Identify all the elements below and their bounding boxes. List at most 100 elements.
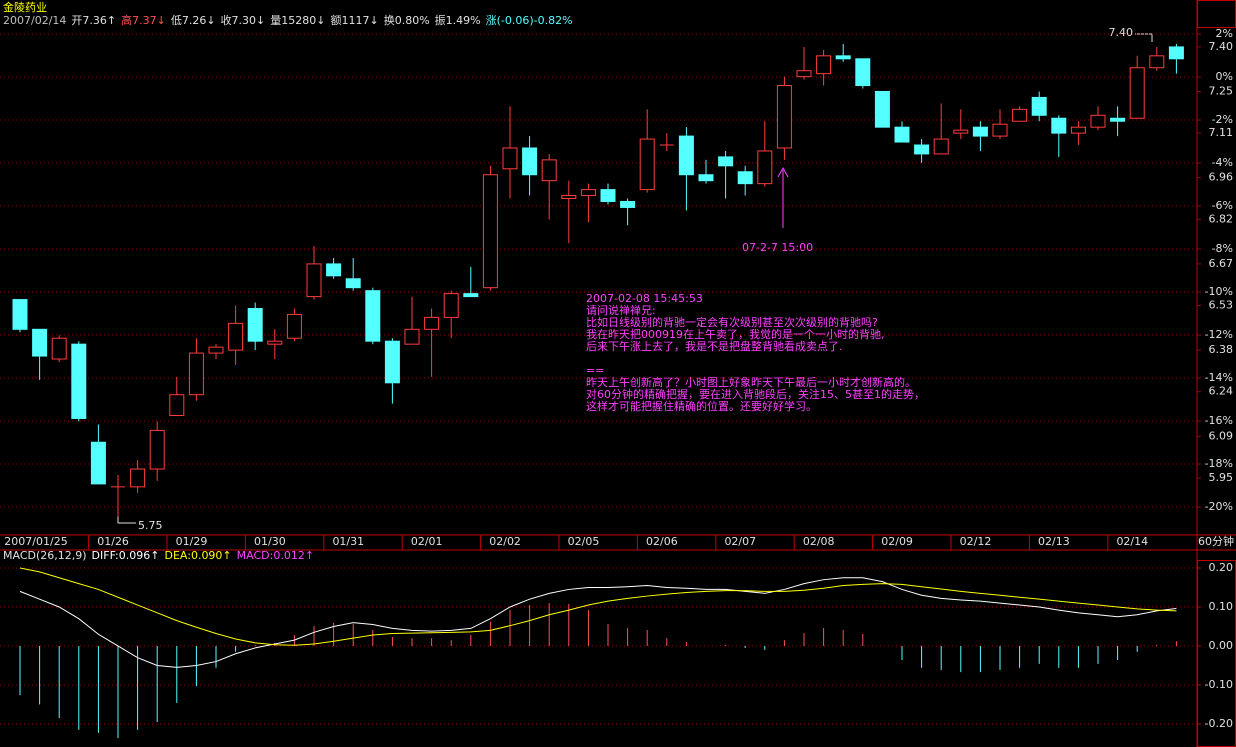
- candle-body: [32, 328, 48, 357]
- y-tick-label: 6.09: [1209, 429, 1234, 442]
- y2-tick-label: -8%: [1212, 242, 1233, 255]
- y2-tick-label: -2%: [1212, 113, 1233, 126]
- quote-item: 低7.26↓: [171, 14, 216, 27]
- candle-body: [71, 343, 87, 419]
- candle-body: [267, 340, 283, 345]
- y-tick-label: 6.38: [1209, 343, 1234, 356]
- period: 60分钟: [1198, 534, 1234, 548]
- low-pointer: [117, 505, 136, 524]
- candle-body: [1149, 55, 1165, 69]
- note-line: 对60分钟的精确把握，要在进入背驰段后，关注15、5甚至1的走势，: [586, 387, 925, 401]
- candle-body: [286, 313, 302, 339]
- indicator-line: [19, 577, 1177, 668]
- quote-item: 换0.80%: [384, 13, 430, 27]
- y2-tick-label: 0%: [1216, 70, 1233, 83]
- candle-body: [796, 70, 812, 78]
- note-line: 请问说禅禅兄:: [586, 303, 656, 317]
- x-tick-label: 02/07: [724, 535, 756, 548]
- candle-body: [894, 126, 910, 143]
- candle-body: [188, 352, 204, 396]
- candle-body: [12, 299, 28, 330]
- x-tick-label: 02/08: [803, 535, 835, 548]
- candle-body: [933, 138, 949, 155]
- candle-body: [404, 328, 420, 345]
- candle-body: [326, 263, 342, 277]
- y2-tick-label: -18%: [1205, 457, 1233, 470]
- y2-tick-label: -20%: [1205, 500, 1233, 513]
- candle-body: [1129, 67, 1145, 119]
- indicator-line: [19, 567, 1177, 646]
- low-label: 5.75: [138, 519, 163, 532]
- candle-body: [502, 147, 518, 170]
- x-tick-label: 01/29: [176, 535, 208, 548]
- y-tick-label: -0.20: [1205, 717, 1233, 730]
- candle-body: [1051, 117, 1067, 134]
- candle-body: [51, 337, 67, 360]
- candle-body: [678, 135, 694, 176]
- x-tick-label: 02/05: [568, 535, 600, 548]
- quote-header: 2007/02/14 开7.36↑ 高7.37↓ 低7.26↓ 收7.30↓ 量15280…: [3, 13, 573, 27]
- note-line: 比如日线级别的背驰一定会有次级别甚至次次级别的背驰吗?: [586, 315, 878, 329]
- candle-body: [639, 138, 655, 191]
- candle-body: [757, 150, 773, 185]
- candle-body: [130, 468, 146, 488]
- y2-tick-label: -16%: [1205, 414, 1233, 427]
- candle-body: [384, 340, 400, 384]
- high-pointer: [1135, 33, 1153, 42]
- candle-body: [1012, 108, 1028, 122]
- y-tick-label: 7.11: [1209, 126, 1234, 139]
- candle-body: [580, 189, 596, 197]
- x-tick-label: 01/30: [254, 535, 286, 548]
- quote-item: 额1117↓: [331, 14, 379, 27]
- note-line: 后来下午涨上去了，我是不是把盘整背驰看成卖点了.: [586, 339, 843, 353]
- candle-body: [208, 346, 224, 354]
- candle-body: [620, 200, 636, 208]
- candle-body: [247, 307, 263, 342]
- note-line: 昨天上午创新高了？小时图上好象昨天下午最后一小时才创新高的。: [586, 375, 916, 389]
- candle-body: [561, 195, 577, 200]
- candle-body: [541, 159, 557, 182]
- axis-frame: [1197, 0, 1236, 28]
- candle-body: [463, 293, 479, 298]
- x-tick-label: 02/12: [960, 535, 992, 548]
- note-line: 这样才可能把握住精确的位置。还要好好学习。: [586, 399, 817, 413]
- candle-body: [482, 174, 498, 289]
- candle-body: [424, 316, 440, 330]
- y-tick-label: 0.10: [1209, 600, 1234, 613]
- candle-body: [522, 147, 538, 176]
- y-tick-label: 6.24: [1209, 385, 1234, 398]
- note-line: 我在昨天把000919在上午卖了，我觉的是一个一小时的背驰,: [586, 327, 885, 341]
- candle-body: [816, 55, 832, 75]
- y2-tick-label: -14%: [1205, 371, 1233, 384]
- quote-item: 涨(-0.06)-0.82%: [486, 14, 573, 27]
- arrow-label: 07-2-7 15:00: [742, 241, 813, 254]
- candle-body: [1031, 96, 1047, 116]
- quote-item: 高7.37↓: [121, 13, 166, 27]
- y-tick-label: 0.20: [1209, 561, 1234, 574]
- quote-item: 收7.30↓: [221, 13, 266, 27]
- candle-body: [835, 55, 851, 60]
- candle-body: [874, 91, 890, 128]
- y-tick-label: 6.96: [1209, 171, 1234, 184]
- candle-body: [443, 293, 459, 318]
- x-tick-label: 02/02: [489, 535, 521, 548]
- candle-body: [228, 322, 244, 351]
- quote-item: 量15280↓: [270, 14, 325, 27]
- candle-body: [90, 441, 106, 485]
- quote-item: 开7.36↑: [71, 14, 116, 27]
- x-tick-label: 02/14: [1116, 535, 1148, 548]
- candle-body: [1168, 46, 1184, 60]
- candle-body: [306, 263, 322, 298]
- note-line: ==: [586, 364, 604, 377]
- candle-body: [855, 58, 871, 87]
- x-tick-label: 02/13: [1038, 535, 1070, 548]
- candle-body: [1070, 126, 1086, 134]
- candle-body: [737, 171, 753, 185]
- y2-tick-label: -12%: [1205, 328, 1233, 341]
- x-tick-label: 01/26: [97, 535, 129, 548]
- candle-body: [718, 156, 734, 167]
- y-tick-label: 6.67: [1209, 257, 1234, 270]
- candle-body: [776, 85, 792, 149]
